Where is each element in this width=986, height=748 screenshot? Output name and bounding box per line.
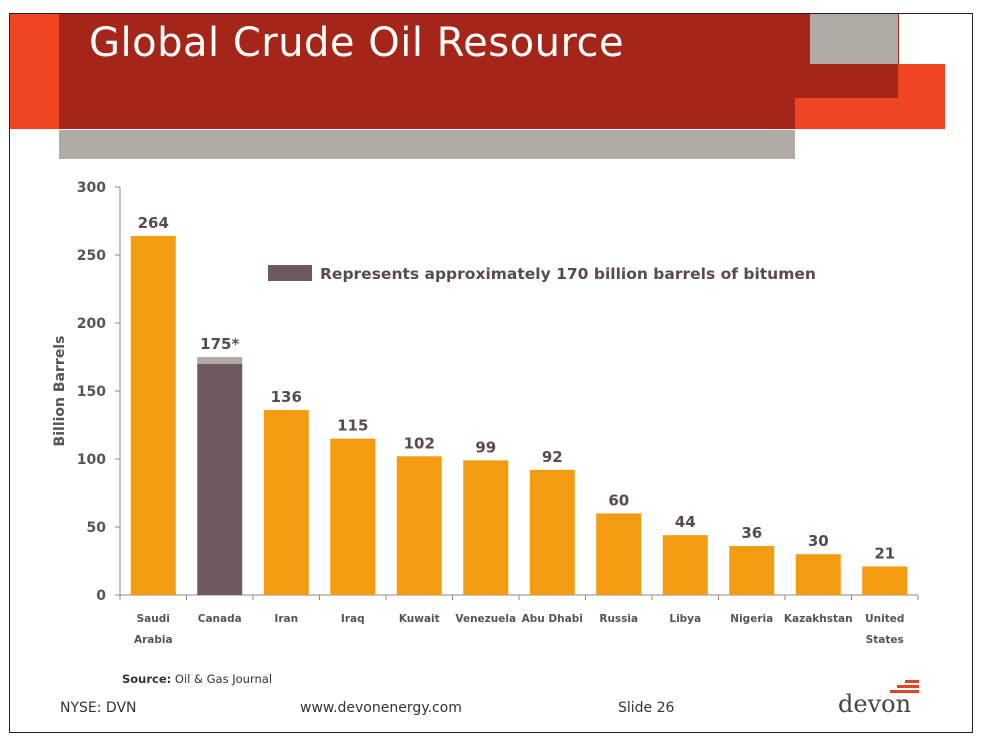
source-label: Source:	[122, 672, 172, 686]
y-tick-label: 100	[77, 452, 106, 468]
x-tick-label: Venezuela	[455, 613, 516, 625]
page-title: Global Crude Oil Resource	[89, 20, 625, 66]
bar	[529, 469, 575, 595]
y-tick-label: 200	[77, 316, 106, 332]
y-tick-label: 0	[96, 588, 106, 604]
header-orange-left-strip	[10, 14, 60, 129]
bar	[396, 456, 442, 595]
bar-value-label: 21	[874, 544, 895, 562]
bar-value-label: 99	[475, 438, 496, 456]
y-tick-label: 50	[87, 520, 107, 536]
x-tick-label: Arabia	[134, 634, 173, 646]
bar	[662, 535, 708, 595]
x-tick-label: Iraq	[341, 613, 365, 625]
source-note: Source: Oil & Gas Journal	[122, 672, 272, 686]
bar-value-label: 102	[404, 434, 435, 452]
footer-ticker: NYSE: DVN	[60, 700, 137, 716]
bar-value-label: 60	[608, 491, 629, 509]
y-tick-label: 250	[77, 248, 106, 264]
bar-value-label: 175*	[200, 335, 239, 353]
logo-text: devon	[838, 690, 912, 718]
y-axis-label: Billion Barrels	[52, 336, 68, 447]
bar	[596, 513, 642, 595]
bar	[330, 438, 376, 595]
header-gray-underbar	[59, 130, 795, 159]
legend-label: Represents approximately 170 billion bar…	[320, 265, 816, 283]
bar	[862, 566, 908, 595]
header-dark-red-banner	[59, 14, 899, 129]
bar-value-label: 136	[271, 388, 302, 406]
bar	[463, 460, 509, 595]
x-tick-label: Nigeria	[730, 613, 773, 625]
y-tick-label: 300	[77, 180, 106, 196]
x-tick-label: Abu Dhabi	[522, 613, 583, 625]
bar-value-label: 115	[337, 417, 368, 435]
logo-mark-bar	[905, 680, 919, 683]
bar	[130, 235, 176, 595]
y-tick-label: 150	[77, 384, 106, 400]
header-dark-red-notch	[795, 64, 898, 98]
bar-value-label: 30	[808, 532, 829, 550]
bar	[263, 410, 309, 595]
x-tick-label: Kazakhstan	[784, 613, 853, 625]
bar	[729, 546, 775, 595]
bar-non-bitumen-segment	[197, 357, 243, 364]
source-text: Oil & Gas Journal	[174, 672, 273, 686]
footer-slide-number: Slide 26	[618, 700, 675, 716]
x-tick-label: Libya	[669, 613, 701, 625]
x-tick-label: States	[866, 634, 904, 646]
x-tick-label: United	[865, 613, 904, 625]
legend-swatch	[268, 265, 312, 281]
header-gray-square	[810, 14, 898, 64]
x-tick-label: Saudi	[137, 613, 170, 625]
x-tick-label: Iran	[274, 613, 298, 625]
x-tick-label: Kuwait	[399, 613, 440, 625]
x-tick-label: Canada	[198, 613, 242, 625]
bar-value-label: 36	[741, 524, 762, 542]
x-tick-label: Russia	[599, 613, 638, 625]
bar-value-label: 44	[675, 513, 696, 531]
bar-bitumen-segment	[197, 363, 243, 595]
bar	[795, 554, 841, 595]
logo-mark-bar	[890, 690, 919, 693]
bar-value-label: 92	[542, 448, 563, 466]
footer-website[interactable]: www.devonenergy.com	[300, 700, 462, 716]
bar-value-label: 264	[138, 214, 169, 232]
logo-mark-bar	[897, 685, 919, 688]
